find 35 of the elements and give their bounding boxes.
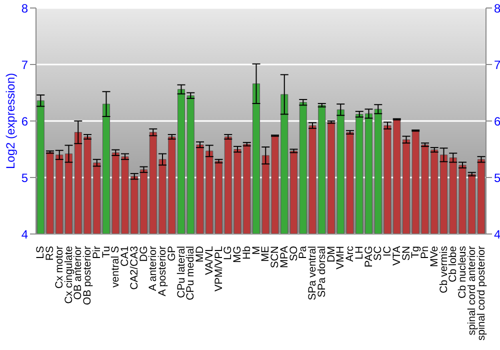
x-tick-label: Cx cingulate [62,246,75,304]
x-tick-label: SN [400,246,412,261]
x-tick-label: CPu medial [184,246,197,300]
y2-tick-label: 7 [494,58,500,72]
x-tick-label: OB anterior [72,246,84,300]
y2-tick-label: 5 [494,170,500,185]
x-tick-label: Pa [297,246,310,259]
x-tick-label: DM [325,246,338,262]
x-tick-label: Cb lobe [447,246,460,282]
y-axis-title: Log2 (expression) [3,72,18,170]
y-tick-label: 6 [21,114,28,128]
x-tick-label: DG [138,246,150,262]
y-tick-label: 8 [21,1,28,16]
x-tick-label: ventral S [110,246,122,288]
x-tick-label: Hb [240,246,253,260]
x-tick-label: Tu [100,246,112,258]
x-tick-label: VPM/VPL [212,246,225,292]
y2-tick-label: 8 [494,1,500,16]
x-tick-label: SPa dorsal [316,246,328,298]
y-tick-label: 4 [21,227,28,242]
y2-tick-label: 6 [494,114,500,128]
x-tick-label: LG [222,246,234,260]
y-tick-label: 5 [21,170,28,185]
x-tick-label: LS [34,246,47,259]
x-tick-label: SO [288,246,300,262]
x-tick-label: PAG [362,246,375,268]
x-tick-label: Tg [410,246,422,258]
x-tick-label: M [250,246,262,255]
x-tick-label: A anterior [147,246,160,291]
y-tick-label: 7 [21,58,28,72]
x-tick-label: SC [372,246,384,261]
x-tick-label: ME [260,246,272,262]
y2-tick-label: 4 [494,227,500,242]
x-tick-label: spinal cord posterior [475,245,488,341]
x-tick-label: VMH [334,246,347,270]
